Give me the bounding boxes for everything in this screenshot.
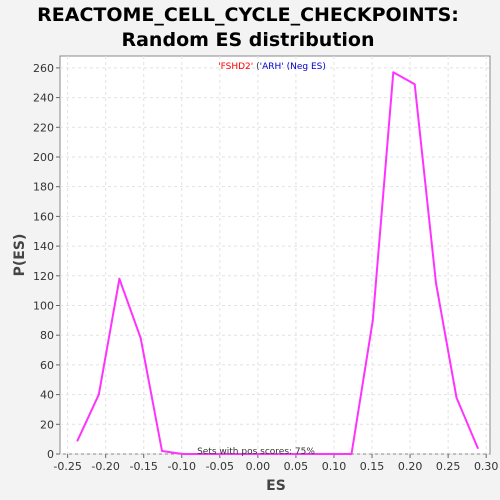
data-point [477,447,479,449]
data-point [77,440,79,442]
data-point [118,278,120,280]
y-axis-label: P(ES) [12,234,28,277]
x-tick-label: 0.20 [398,460,423,473]
legend-gene-a: 'FSHD2' [218,62,253,72]
data-point [182,453,184,455]
y-tick-label: 100 [33,299,54,312]
chart-title-line-2: Random ES distribution [121,29,374,51]
data-point [372,319,374,321]
x-tick-label: -0.15 [129,460,157,473]
x-tick-label: 0.00 [246,460,271,473]
y-tick-label: 140 [33,240,54,253]
y-tick-label: 80 [40,329,54,342]
y-tick-label: 120 [33,270,54,283]
data-point [350,453,352,455]
x-tick-label: 0.25 [436,460,461,473]
x-tick-label: 0.10 [322,460,347,473]
x-tick-label: -0.10 [168,460,196,473]
y-tick-label: 260 [33,62,54,75]
data-point [414,83,416,85]
x-tick-label: 0.15 [360,460,385,473]
y-tick-label: 40 [40,389,54,402]
chart-title-line-1: REACTOME_CELL_CYCLE_CHECKPOINTS: [37,4,459,26]
data-point [456,397,458,399]
legend-gene-b: 'ARH' [260,62,284,72]
data-point [161,450,163,452]
data-point [392,71,394,73]
legend: 'FSHD2' ('ARH' (Neg ES) [218,62,326,72]
data-point [435,282,437,284]
x-tick-label: -0.25 [53,460,81,473]
data-point [140,337,142,339]
y-tick-label: 200 [33,151,54,164]
y-tick-label: 240 [33,92,54,105]
pos-scores-annotation: Sets with pos scores: 75% [197,447,315,457]
plot-area [60,56,490,454]
y-tick-label: 20 [40,418,54,431]
x-tick-label: -0.20 [91,460,119,473]
data-point [329,453,331,455]
data-point [98,394,100,396]
y-tick-label: 60 [40,359,54,372]
y-tick-label: 180 [33,181,54,194]
legend-neg-es: (Neg ES) [284,62,326,72]
y-tick-label: 160 [33,210,54,223]
x-axis-label: ES [266,478,286,494]
y-tick-label: 220 [33,121,54,134]
x-tick-label: -0.05 [206,460,234,473]
x-tick-label: 0.30 [474,460,499,473]
x-tick-label: 0.05 [284,460,309,473]
